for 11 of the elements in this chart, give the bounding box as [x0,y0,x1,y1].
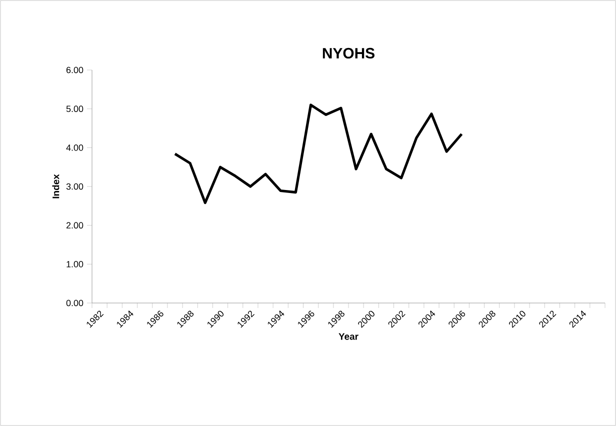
chart-title: NYOHS [322,48,374,58]
y-tick-label: 5.00 [66,106,84,112]
y-tick-label: 6.00 [66,66,84,74]
y-tick-label: 2.00 [66,222,84,229]
y-tick-label: 3.00 [66,183,84,190]
line-series [174,104,463,204]
y-axis-title: Index [52,174,60,198]
y-tick-label: 1.00 [66,260,84,268]
x-axis-title: Year [338,333,358,340]
y-tick-label: 0.00 [66,300,84,306]
y-tick-label: 4.00 [66,144,84,151]
